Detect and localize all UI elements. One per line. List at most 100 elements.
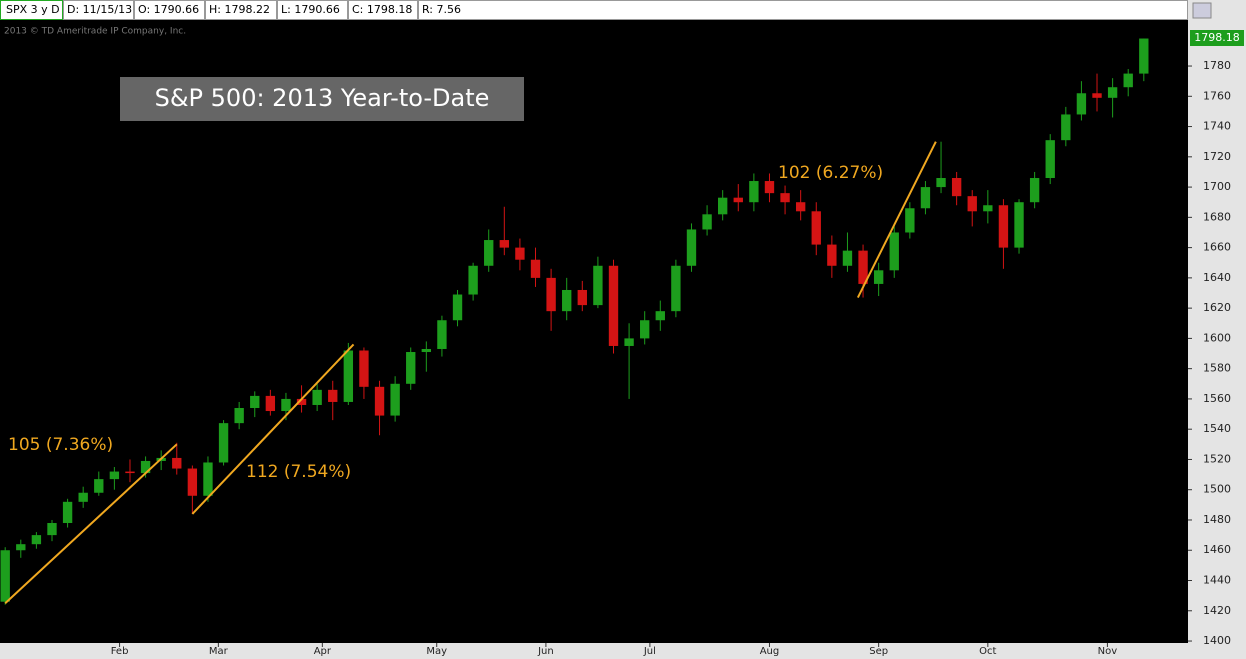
candle-body	[593, 265, 603, 306]
trendline	[191, 343, 355, 515]
x-tick-label: Sep	[869, 646, 888, 657]
candle-body	[811, 211, 821, 245]
candle-body	[94, 479, 104, 493]
candle-body	[858, 250, 868, 284]
toolbar-field: R: 7.56	[422, 3, 461, 16]
candle-body	[109, 471, 120, 480]
candle-body	[640, 320, 650, 339]
candle-body	[1107, 87, 1118, 98]
y-tick-label: 1540	[1203, 422, 1231, 435]
toolbar-field-box	[348, 0, 418, 20]
y-tick-label: 1480	[1203, 513, 1231, 526]
candle-body	[140, 460, 151, 474]
candle-body	[983, 205, 993, 212]
candle-body	[1014, 202, 1024, 248]
candle-body	[62, 501, 73, 524]
candle-body	[733, 197, 743, 203]
y-tick-label: 1700	[1203, 180, 1231, 193]
candle-body	[359, 350, 369, 387]
x-tick-label: Nov	[1098, 646, 1118, 657]
candle-body	[1076, 93, 1087, 115]
x-tick-label: Mar	[209, 646, 229, 657]
candle-body	[577, 289, 587, 306]
x-tick-label: Jul	[643, 646, 656, 657]
y-tick-label: 1760	[1203, 89, 1231, 102]
toolbar-field: C: 1798.18	[352, 3, 412, 16]
candle-body	[187, 468, 198, 496]
candle-body	[905, 208, 915, 233]
annotation: 105 (7.36%)	[8, 435, 113, 455]
y-tick-label: 1400	[1203, 634, 1231, 647]
trendline	[4, 443, 178, 604]
candle-body	[795, 202, 806, 212]
toolbar-field-box	[418, 0, 1188, 20]
last-price-tag	[1190, 30, 1244, 46]
toolbar-field-box	[63, 0, 134, 20]
candle-body	[717, 197, 728, 215]
candle-body	[281, 398, 291, 412]
candle-body	[780, 193, 790, 203]
candle-body	[998, 205, 1009, 248]
candle-body	[296, 398, 307, 405]
candle-body	[951, 178, 962, 197]
candle-body	[390, 383, 400, 416]
annotation: 112 (7.54%)	[246, 462, 351, 482]
y-tick-label: 1660	[1203, 241, 1231, 254]
candle-body	[1139, 38, 1149, 74]
candle-body	[16, 544, 26, 551]
y-tick-label: 1420	[1203, 604, 1231, 617]
candle-body	[328, 389, 338, 402]
candle-body	[421, 348, 432, 353]
candle-body	[250, 395, 260, 409]
toolbar-field: H: 1798.22	[209, 3, 270, 16]
x-tick-label: Apr	[314, 646, 332, 657]
candle-body	[562, 289, 572, 312]
chart-title: S&P 500: 2013 Year-to-Date	[155, 84, 490, 112]
y-tick-label: 1520	[1203, 452, 1231, 465]
symbol: SPX 3 y D	[6, 3, 60, 16]
candle-body	[78, 492, 88, 502]
candle-body	[702, 214, 712, 230]
candle-body	[234, 408, 244, 424]
toolbar-field-box	[205, 0, 277, 20]
candle-body	[484, 240, 494, 266]
candle-body	[842, 250, 853, 266]
x-tick-label: Feb	[111, 646, 129, 657]
candle-body	[172, 457, 182, 469]
candle-body	[31, 535, 42, 545]
candle-body	[343, 350, 354, 402]
y-tick-label: 1640	[1203, 271, 1231, 284]
annotation: 102 (6.27%)	[778, 163, 883, 183]
y-tick-label: 1780	[1203, 59, 1231, 72]
toolbar-field: L: 1790.66	[281, 3, 340, 16]
candle-body	[125, 471, 135, 474]
toolbar-field: O: 1790.66	[138, 3, 199, 16]
candle-body	[655, 311, 665, 321]
candle-body	[624, 338, 634, 346]
x-tick-label: Jun	[537, 646, 554, 657]
candle-body	[889, 232, 899, 271]
candle-body	[1029, 178, 1040, 203]
candle-body	[686, 229, 697, 266]
candle-body	[515, 247, 525, 260]
settings-icon[interactable]	[1192, 2, 1212, 19]
candle-body	[1123, 73, 1133, 88]
candle-body	[764, 181, 775, 194]
candle-body	[203, 462, 213, 496]
y-tick-label: 1580	[1203, 362, 1231, 375]
candle-body	[546, 277, 556, 312]
toolbar-field-box	[134, 0, 205, 20]
candle-body	[312, 389, 322, 405]
y-tick-label: 1620	[1203, 301, 1231, 314]
symbol-box[interactable]	[0, 0, 63, 20]
y-tick-label: 1500	[1203, 483, 1231, 496]
candle-body	[1045, 140, 1055, 179]
title-box	[120, 77, 524, 121]
trendline	[856, 141, 937, 298]
x-tick-label: Aug	[760, 646, 780, 657]
toolbar-field-box	[277, 0, 348, 20]
candle-body	[218, 423, 229, 463]
price-axis-panel	[1188, 0, 1246, 659]
y-tick-label: 1460	[1203, 543, 1231, 556]
